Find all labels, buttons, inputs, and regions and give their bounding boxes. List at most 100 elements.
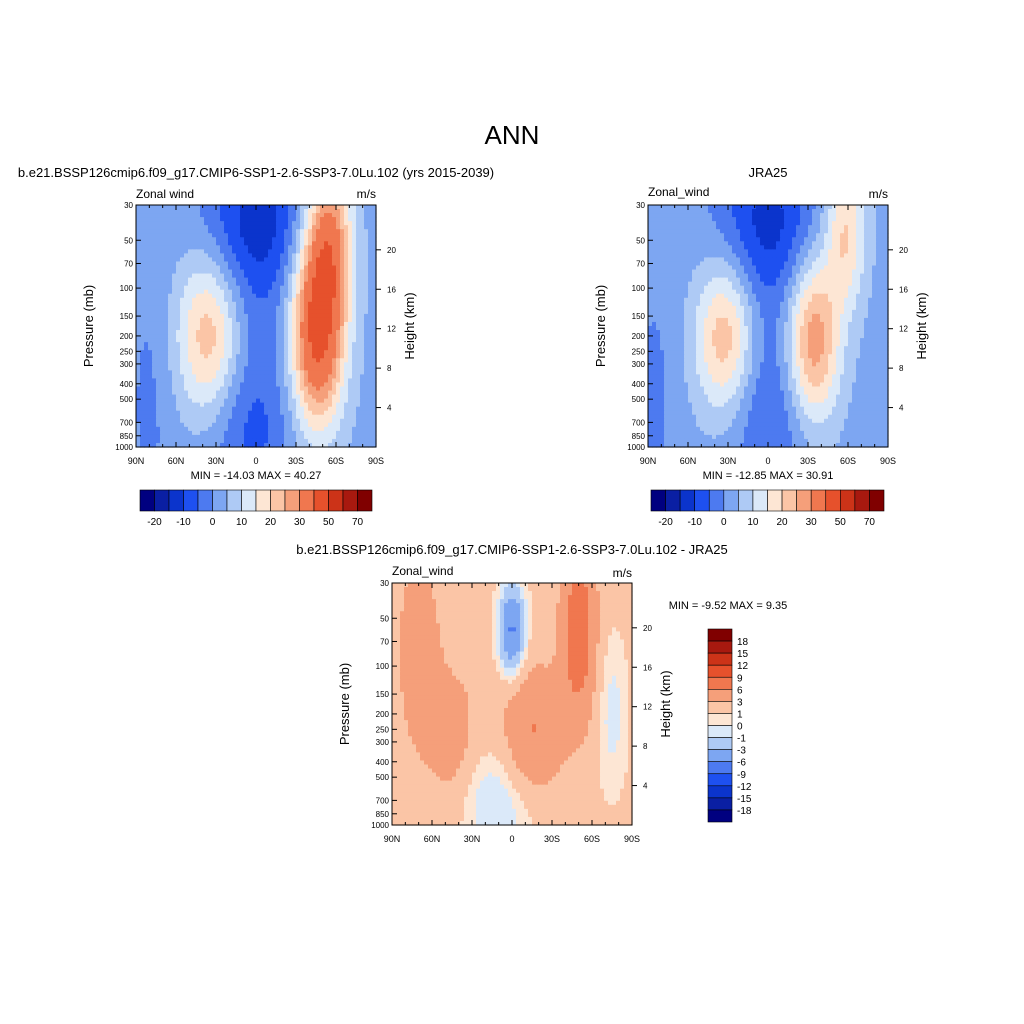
- contour-cell: [312, 338, 317, 343]
- contour-cell: [180, 265, 185, 271]
- contour-cell: [200, 414, 205, 420]
- contour-cell: [756, 221, 761, 226]
- contour-cell: [280, 350, 285, 355]
- contour-cell: [856, 265, 861, 271]
- contour-cell: [204, 285, 209, 291]
- contour-cell: [312, 434, 317, 440]
- contour-cell: [184, 241, 189, 246]
- contour-cell: [256, 386, 261, 392]
- contour-cell: [328, 414, 333, 420]
- contour-cell: [264, 430, 269, 436]
- contour-cell: [324, 273, 329, 279]
- contour-cell: [884, 281, 889, 287]
- contour-cell: [184, 374, 189, 380]
- contour-cell: [152, 305, 157, 311]
- contour-cell: [160, 273, 165, 279]
- contour-cell: [852, 217, 857, 222]
- contour-cell: [236, 378, 241, 384]
- contour-cell: [200, 362, 205, 367]
- contour-cell: [180, 342, 185, 347]
- contour-cell: [264, 209, 269, 214]
- contour-cell: [880, 213, 885, 218]
- contour-cell: [648, 281, 653, 287]
- contour-cell: [824, 253, 829, 259]
- contour-cell: [336, 293, 341, 299]
- contour-cell: [648, 205, 653, 210]
- contour-cell: [244, 313, 249, 319]
- contour-cell: [312, 398, 317, 404]
- contour-cell: [708, 273, 713, 279]
- contour-cell: [280, 414, 285, 420]
- contour-cell: [780, 277, 785, 283]
- contour-cell: [304, 350, 309, 355]
- contour-cell: [352, 410, 357, 416]
- contour-cell: [304, 430, 309, 436]
- contour-cell: [256, 422, 261, 428]
- contour-cell: [228, 406, 233, 412]
- contour-cell: [788, 213, 793, 218]
- contour-cell: [136, 249, 141, 254]
- contour-cell: [880, 273, 885, 279]
- contour-cell: [352, 414, 357, 420]
- contour-cell: [256, 442, 261, 448]
- contour-cell: [348, 378, 353, 384]
- contour-cell: [880, 217, 885, 222]
- contour-cell: [164, 326, 169, 331]
- contour-cell: [204, 317, 209, 323]
- contour-cell: [192, 205, 197, 210]
- contour-cell: [240, 386, 245, 392]
- contour-cell: [360, 434, 365, 440]
- contour-cell: [244, 390, 249, 396]
- contour-cell: [284, 261, 289, 267]
- contour-cell: [276, 221, 281, 226]
- contour-cell: [184, 334, 189, 339]
- contour-cell: [716, 269, 721, 275]
- contour-cell: [316, 350, 321, 355]
- contour-cell: [204, 402, 209, 408]
- contour-cell: [136, 438, 141, 444]
- contour-cell: [716, 221, 721, 226]
- contour-cell: [228, 289, 233, 295]
- contour-cell: [828, 261, 833, 267]
- contour-cell: [884, 285, 889, 291]
- contour-cell: [364, 334, 369, 339]
- contour-cell: [160, 358, 165, 363]
- contour-cell: [312, 249, 317, 254]
- contour-cell: [156, 265, 161, 271]
- contour-cell: [168, 414, 173, 420]
- contour-cell: [860, 209, 865, 214]
- contour-cell: [184, 426, 189, 432]
- contour-cell: [212, 354, 217, 359]
- contour-cell: [204, 233, 209, 238]
- contour-cell: [172, 309, 177, 315]
- contour-cell: [796, 253, 801, 259]
- contour-cell: [284, 233, 289, 238]
- contour-cell: [268, 281, 273, 287]
- contour-cell: [152, 414, 157, 420]
- contour-cell: [140, 362, 145, 367]
- contour-cell: [372, 229, 377, 234]
- contour-cell: [748, 221, 753, 226]
- contour-cell: [216, 229, 221, 234]
- contour-cell: [160, 402, 165, 408]
- contour-cell: [180, 382, 185, 388]
- contour-cell: [256, 209, 261, 214]
- contour-cell: [656, 221, 661, 226]
- contour-cell: [796, 229, 801, 234]
- contour-cell: [688, 233, 693, 238]
- contour-cell: [216, 301, 221, 307]
- contour-cell: [316, 366, 321, 371]
- contour-cell: [864, 229, 869, 234]
- contour-cell: [316, 257, 321, 263]
- contour-cell: [272, 442, 277, 448]
- contour-cell: [800, 237, 805, 242]
- contour-cell: [312, 326, 317, 331]
- contour-cell: [820, 241, 825, 246]
- contour-cell: [284, 289, 289, 295]
- contour-cell: [372, 233, 377, 238]
- contour-cell: [860, 221, 865, 226]
- contour-cell: [824, 233, 829, 238]
- contour-cell: [316, 309, 321, 315]
- contour-cell: [192, 406, 197, 412]
- contour-cell: [240, 269, 245, 275]
